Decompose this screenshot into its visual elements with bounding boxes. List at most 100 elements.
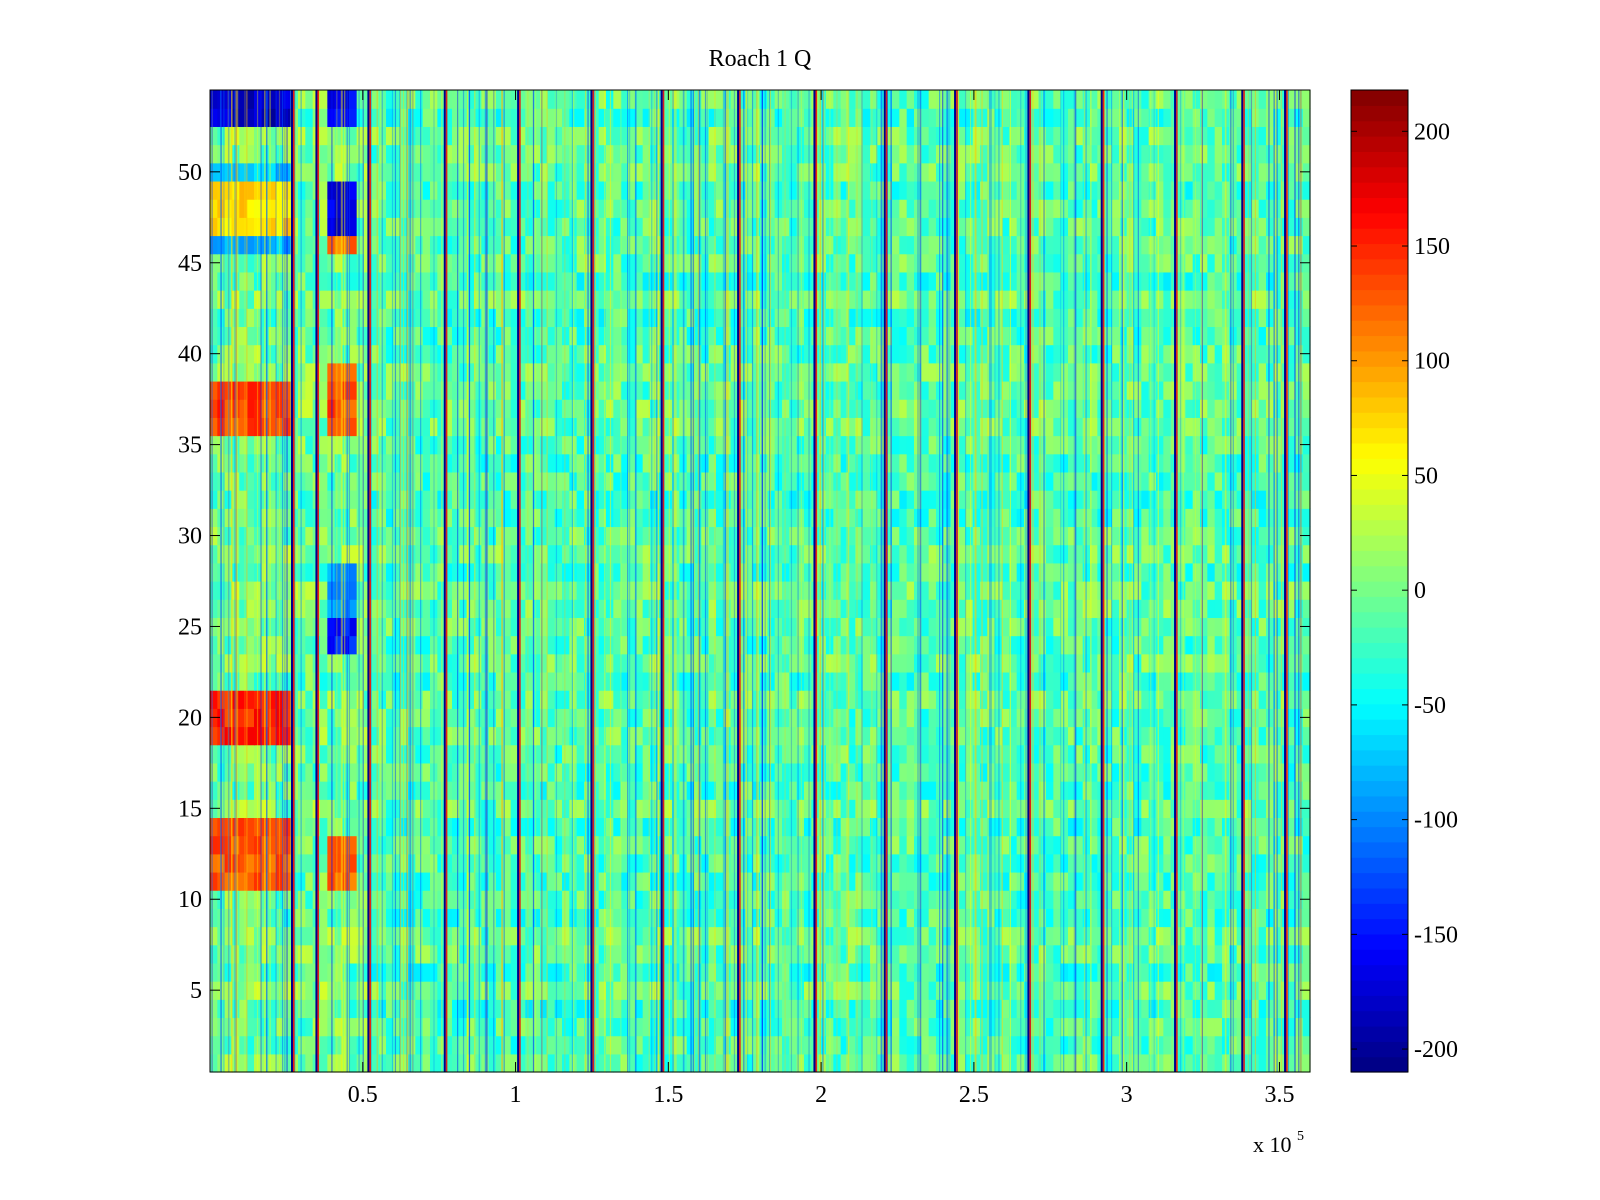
heatmap-cell: [437, 871, 446, 891]
heatmap-cell: [1163, 726, 1172, 746]
heatmap-cell: [540, 744, 548, 764]
heatmap-cell: [958, 1035, 966, 1055]
heatmap-cell: [554, 581, 563, 600]
heatmap-cell: [1068, 781, 1076, 800]
heatmap-cell: [254, 653, 262, 673]
heatmap-cell: [224, 690, 233, 709]
heatmap-cell: [870, 471, 878, 491]
heatmap-cell: [576, 926, 585, 946]
heatmap-cell: [356, 671, 365, 691]
heatmap-cell: [1119, 653, 1128, 673]
heatmap-cell: [569, 1035, 578, 1055]
heatmap-cell: [246, 526, 255, 546]
heatmap-cell: [430, 544, 438, 564]
heatmap-cell: [796, 999, 805, 1019]
heatmap-cell: [804, 835, 812, 855]
heatmap-cell: [635, 781, 644, 800]
heatmap-cell: [1126, 999, 1135, 1019]
heatmap-cell: [598, 471, 607, 491]
heatmap-cell: [1185, 1053, 1194, 1073]
heatmap-cell: [569, 871, 578, 891]
heatmap-cell: [320, 726, 328, 746]
heatmap-cell: [1009, 999, 1018, 1019]
heatmap-cell: [1112, 908, 1120, 928]
heatmap-cell: [254, 817, 262, 837]
heatmap-cell: [349, 799, 358, 819]
heatmap-cell: [510, 1053, 519, 1073]
heatmap-cell: [679, 926, 688, 946]
heatmap-cell: [1112, 671, 1120, 691]
heatmap-cell: [833, 817, 842, 837]
heatmap-cell: [833, 890, 842, 909]
heatmap-cell: [1236, 617, 1245, 637]
heatmap-cell: [422, 544, 431, 564]
heatmap-cell: [1090, 926, 1098, 946]
heatmap-cell: [371, 981, 380, 1000]
heatmap-cell: [540, 835, 548, 855]
heatmap-cell: [496, 690, 504, 709]
heatmap-cell: [745, 744, 754, 764]
heatmap-cell: [1222, 799, 1230, 819]
heatmap-cell: [532, 853, 541, 873]
heatmap-cell: [1104, 926, 1113, 946]
heatmap-cell: [276, 471, 284, 491]
heatmap-cell: [268, 1017, 277, 1037]
heatmap-cell: [899, 871, 908, 891]
heatmap-cell: [862, 944, 871, 964]
heatmap-cell: [356, 744, 365, 764]
heatmap-cell: [503, 526, 512, 546]
heatmap-cell: [510, 653, 519, 673]
heatmap-cell: [488, 1017, 497, 1037]
heatmap-cell: [1090, 835, 1098, 855]
heatmap-cell: [1112, 1017, 1120, 1037]
heatmap-cell: [1288, 708, 1296, 728]
heatmap-cell: [276, 726, 284, 746]
heatmap-cell: [510, 471, 519, 491]
heatmap-cell: [474, 653, 482, 673]
heatmap-cell: [1134, 526, 1142, 546]
heatmap-cell: [1119, 853, 1128, 873]
heatmap-cell: [444, 1017, 453, 1037]
heatmap-cell: [972, 599, 981, 618]
heatmap-cell: [1038, 671, 1047, 691]
heatmap-cell: [826, 744, 834, 764]
heatmap-cell: [224, 871, 233, 891]
heatmap-cell: [664, 744, 673, 764]
heatmap-cell: [1016, 490, 1025, 509]
heatmap-cell: [694, 617, 702, 637]
heatmap-cell: [1156, 908, 1164, 928]
heatmap-cell: [789, 962, 798, 982]
heatmap-cell: [1075, 526, 1084, 546]
heatmap-cell: [459, 526, 468, 546]
heatmap-cell: [1060, 908, 1069, 928]
heatmap-cell: [532, 581, 541, 600]
heatmap-cell: [826, 544, 834, 564]
heatmap-cell: [767, 490, 776, 509]
heatmap-cell: [334, 453, 343, 473]
heatmap-cell: [892, 853, 900, 873]
heatmap-cell: [730, 890, 739, 909]
heatmap-cell: [804, 781, 812, 800]
heatmap-cell: [767, 853, 776, 873]
heatmap-cell: [254, 471, 262, 491]
heatmap-cell: [400, 926, 409, 946]
heatmap-cell: [628, 853, 636, 873]
heatmap-cell: [327, 1053, 336, 1073]
heatmap-cell: [760, 781, 768, 800]
heatmap-cell: [386, 1017, 394, 1037]
heatmap-cell: [1163, 1053, 1172, 1073]
heatmap-cell: [1214, 871, 1223, 891]
heatmap-cell: [400, 690, 409, 709]
heatmap-cell: [437, 926, 446, 946]
heatmap-cell: [840, 890, 849, 909]
heatmap-cell: [540, 471, 548, 491]
heatmap-cell: [1258, 835, 1267, 855]
heatmap-cell: [422, 799, 431, 819]
heatmap-cell: [738, 835, 746, 855]
heatmap-cell: [562, 726, 570, 746]
heatmap-cell: [232, 1017, 240, 1037]
heatmap-cell: [635, 999, 644, 1019]
heatmap-cell: [510, 999, 519, 1019]
heatmap-cell: [972, 635, 981, 655]
heatmap-cell: [928, 744, 937, 764]
